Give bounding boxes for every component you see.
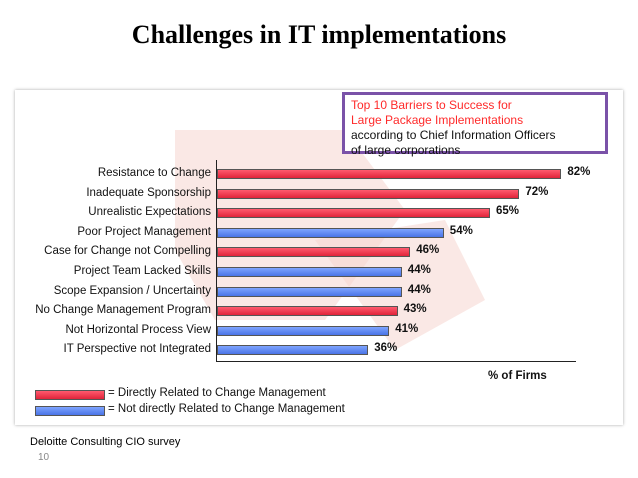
value-label: 72%: [525, 185, 549, 198]
category-label: Project Team Lacked Skills: [73, 265, 211, 277]
callout-line-1: Top 10 Barriers to Success for: [351, 98, 512, 112]
callout-line-2: Large Package Implementations: [351, 113, 524, 127]
bar: [217, 325, 390, 336]
category-label: Inadequate Sponsorship: [86, 186, 211, 199]
value-label: 82%: [567, 166, 591, 178]
bar: [217, 286, 402, 297]
legend-label: = Not directly Related to Change Managem…: [108, 403, 345, 415]
legend-label: = Directly Related to Change Management: [108, 387, 326, 399]
y-axis-line: [216, 160, 217, 362]
legend-swatch: [35, 390, 105, 400]
slide-title: Challenges in IT implementations: [131, 20, 507, 49]
category-label: No Change Management Program: [35, 304, 211, 317]
bar: [217, 208, 490, 219]
value-label: 44%: [407, 283, 431, 296]
chart-callout-box: Top 10 Barriers to Success for Large Pac…: [342, 92, 608, 157]
bar: [217, 345, 369, 356]
x-axis-label: % of Firms: [488, 370, 547, 382]
bar: [217, 169, 562, 179]
category-label: IT Perspective not Integrated: [63, 343, 211, 356]
value-label: 41%: [395, 322, 419, 335]
page-number: 10: [38, 452, 50, 463]
value-label: 46%: [416, 244, 440, 257]
callout-line-4: of large corporations: [351, 143, 461, 157]
source-note: Deloitte Consulting CIO survey: [30, 436, 181, 448]
category-label: Not Horizontal Process View: [65, 323, 211, 336]
legend-swatch: [35, 406, 105, 416]
category-label: Case for Change not Compelling: [44, 245, 211, 258]
bar: [217, 247, 411, 258]
category-label: Scope Expansion / Uncertainty: [53, 284, 211, 297]
category-label: Poor Project Management: [77, 225, 211, 238]
value-label: 44%: [407, 264, 431, 276]
value-label: 43%: [403, 303, 427, 316]
x-axis-line: [216, 361, 576, 362]
bar: [217, 267, 402, 277]
value-label: 36%: [374, 342, 398, 355]
bar: [217, 188, 520, 199]
value-label: 65%: [496, 205, 520, 218]
bar: [217, 306, 398, 317]
value-label: 54%: [449, 224, 473, 237]
bar: [217, 227, 444, 238]
callout-line-3: according to Chief Information Officers: [351, 128, 556, 142]
category-label: Unrealistic Expectations: [88, 206, 211, 219]
category-label: Resistance to Change: [97, 167, 211, 179]
